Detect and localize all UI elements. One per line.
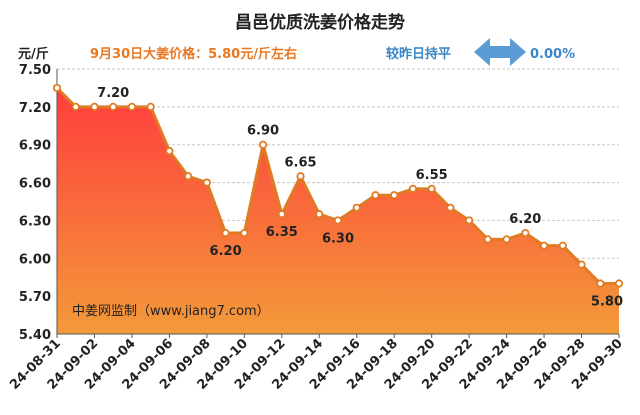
data-point bbox=[483, 235, 492, 244]
y-unit-label: 元/斤 bbox=[18, 46, 49, 62]
data-point bbox=[558, 241, 567, 250]
data-label: 6.20 bbox=[509, 212, 541, 227]
data-label: 6.65 bbox=[284, 155, 316, 170]
data-point bbox=[614, 279, 624, 288]
data-point bbox=[184, 172, 193, 181]
y-tick-label: 6.60 bbox=[19, 177, 51, 192]
data-point bbox=[71, 102, 80, 111]
data-point bbox=[596, 279, 605, 288]
y-tick-label: 5.70 bbox=[19, 290, 51, 305]
data-point bbox=[165, 146, 174, 156]
data-point bbox=[446, 203, 455, 212]
y-tick-label: 7.20 bbox=[19, 101, 51, 116]
data-point bbox=[90, 102, 99, 111]
data-point bbox=[296, 172, 305, 181]
y-tick-label: 6.30 bbox=[19, 214, 51, 229]
data-label: 6.90 bbox=[247, 124, 279, 139]
data-point bbox=[277, 210, 286, 219]
data-point bbox=[502, 235, 511, 244]
label-layer: 7.20 6.20 6.90 6.35 6.65 6.30 6.55 6.20 5.80 bbox=[97, 86, 623, 310]
data-point bbox=[521, 228, 530, 238]
price-note: 9月30日大姜价格：5.80元/斤左右 bbox=[90, 46, 297, 62]
data-point bbox=[127, 102, 137, 111]
data-point bbox=[577, 260, 586, 269]
data-point bbox=[427, 184, 436, 193]
data-point bbox=[315, 210, 324, 219]
data-point bbox=[240, 228, 249, 238]
data-label: 6.30 bbox=[322, 231, 354, 246]
price-area-fill bbox=[57, 87, 619, 334]
data-point bbox=[333, 216, 343, 225]
data-point bbox=[371, 191, 380, 200]
chart-title: 昌邑优质洗姜价格走势 bbox=[235, 12, 405, 33]
data-point bbox=[352, 203, 361, 212]
y-tick-label: 7.50 bbox=[19, 63, 51, 78]
data-point bbox=[390, 191, 399, 200]
data-point bbox=[109, 102, 118, 111]
data-label: 7.20 bbox=[97, 86, 129, 101]
data-label: 6.55 bbox=[416, 168, 448, 183]
data-point bbox=[258, 140, 268, 149]
y-tick-label: 6.90 bbox=[19, 139, 51, 154]
data-point bbox=[202, 178, 211, 187]
area-layer bbox=[55, 86, 619, 334]
compare-label: 较昨日持平 bbox=[386, 46, 451, 62]
data-point bbox=[408, 184, 418, 193]
y-tick-label: 6.00 bbox=[19, 252, 51, 267]
data-label: 5.80 bbox=[591, 295, 623, 310]
data-point bbox=[221, 228, 230, 238]
double-arrow-icon bbox=[474, 38, 526, 66]
data-point bbox=[465, 216, 474, 225]
data-label: 6.20 bbox=[210, 244, 242, 259]
data-point bbox=[539, 241, 549, 250]
data-point bbox=[52, 83, 62, 93]
data-point bbox=[146, 102, 155, 111]
compare-value: 0.00% bbox=[530, 47, 575, 62]
watermark: 中姜网监制（www.jiang7.com） bbox=[72, 304, 270, 319]
points-layer bbox=[52, 83, 624, 288]
y-tick-label: 5.40 bbox=[19, 328, 51, 343]
data-label: 6.35 bbox=[266, 225, 298, 240]
